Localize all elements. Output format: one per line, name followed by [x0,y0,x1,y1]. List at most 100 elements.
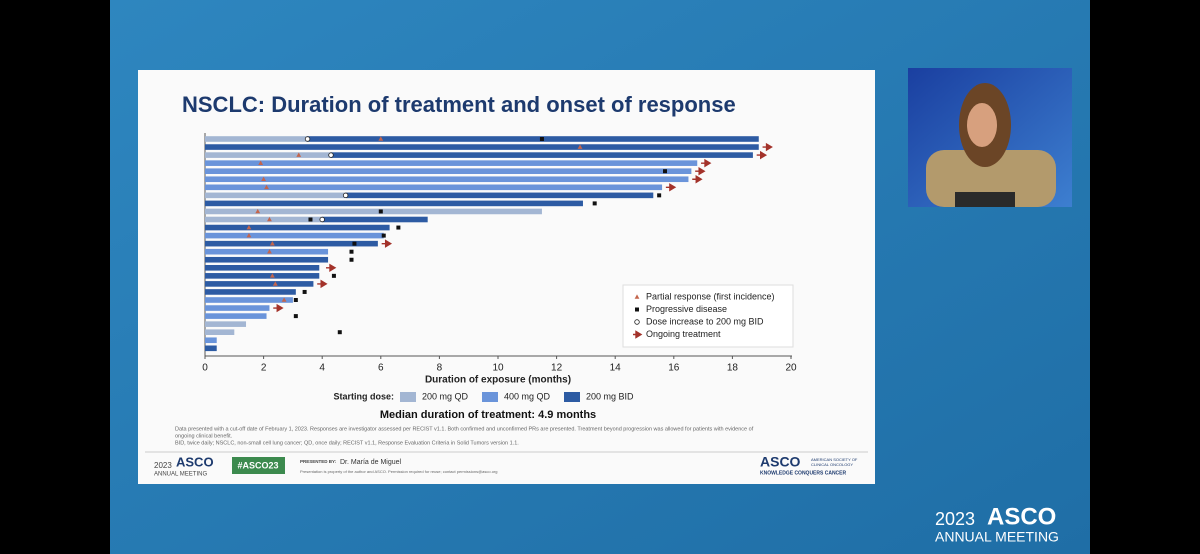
x-tick-label: 20 [785,363,797,374]
bar-segment [205,345,217,352]
footer-asco: ASCO [176,454,214,469]
footnote: Data presented with a cut-off date of Fe… [175,426,754,432]
legend-symbol [633,330,643,339]
footnote: ongoing clinical benefit. [175,433,233,439]
marker-triangle [296,152,302,157]
overlay-brand: ASCO [987,503,1056,530]
marker-square [331,273,336,278]
marker-arrow [701,158,712,168]
x-tick-label: 8 [437,363,443,374]
hashtag: #ASCO23 [237,460,278,470]
marker-square [302,289,307,294]
footer-meeting: ANNUAL MEETING [154,472,207,478]
marker-circle [304,136,311,142]
x-tick-label: 2 [261,363,267,374]
society: AMERICAN SOCIETY OF [811,457,858,462]
marker-square [592,201,597,206]
legend-label: Partial response (first incidence) [646,291,775,301]
bar-segment [205,232,384,239]
x-tick-label: 14 [610,363,622,374]
marker-square [381,233,386,238]
bar-segment [307,136,759,142]
asco-logo: ASCO [760,454,801,470]
marker-square [657,193,662,198]
bar-segment [345,192,654,199]
marker-arrow [695,166,706,176]
x-tick-label: 12 [551,363,563,374]
bar-segment [322,216,428,223]
bar-segment [205,160,698,166]
bar-segment [205,224,390,231]
x-tick-label: 0 [202,363,208,374]
bar-segment [205,176,689,183]
legend-box [622,284,794,348]
bar-segment [205,240,378,247]
bar-segment [205,297,293,303]
marker-circle [342,192,349,199]
marker-arrow [756,150,768,160]
bar-segment [205,168,692,174]
marker-triangle [264,184,269,190]
bar-segment [330,152,753,158]
marker-square [378,209,383,214]
marker-triangle [378,136,384,141]
x-tick-label: 18 [727,363,739,374]
marker-triangle [255,208,261,214]
median-text: Median duration of treatment: 4.9 months [380,409,596,421]
marker-square [293,314,298,319]
marker-arrow [317,279,328,289]
bar-segment [205,265,320,271]
slide-title: NSCLC: Duration of treatment and onset o… [182,92,736,117]
bar-segment [205,281,314,287]
legend-symbol [634,319,640,325]
marker-arrow [273,303,284,313]
legend-label: Progressive disease [646,304,727,314]
marker-square [539,137,544,141]
x-tick-label: 16 [668,363,680,374]
bar-segment [205,313,267,319]
marker-triangle [269,273,275,278]
marker-triangle [261,176,266,182]
presented-by: PRESENTED BY: [300,459,337,464]
marker-triangle [246,233,252,238]
marker-triangle [246,224,252,230]
bar-segment [205,200,583,207]
bar-segment [205,216,323,223]
x-tick-label: 4 [319,363,325,374]
marker-arrow [762,142,773,152]
bar-segment [205,192,346,199]
legend-label: Ongoing treatment [646,329,721,339]
bar-segment [205,208,542,215]
bar-segment [205,337,217,344]
bar-segment [205,273,320,279]
legend-label: 200 mg BID [586,391,634,401]
tagline: KNOWLEDGE CONQUERS CANCER [760,470,847,476]
legend-label: 200 mg QD [422,391,469,401]
x-tick-label: 10 [492,363,504,374]
overlay-meeting: ANNUAL MEETING [935,529,1059,545]
marker-square [337,330,342,335]
notice: Presentation is property of the author a… [300,469,498,474]
presenter-name: Dr. María de Miguel [340,459,402,466]
legend-symbol [634,294,640,299]
marker-arrow [665,183,677,192]
marker-square [308,217,313,222]
marker-square [663,169,668,174]
marker-arrow [325,263,337,273]
bar-segment [205,248,329,255]
footer-year: 2023 [154,461,172,470]
hashtag-box [232,457,285,474]
legend-swatch [482,392,498,402]
marker-triangle [267,249,272,254]
bar-segment [205,184,663,191]
bar-segment [205,305,270,311]
x-axis-label: Duration of exposure (months) [425,375,571,386]
marker-circle [328,152,334,158]
legend-label: Dose increase to 200 mg BID [646,316,764,326]
bar-segment [205,289,296,295]
marker-triangle [577,144,583,149]
overlay-year: 2023 [935,509,975,529]
marker-circle [319,216,325,223]
bar-segment [205,321,247,327]
